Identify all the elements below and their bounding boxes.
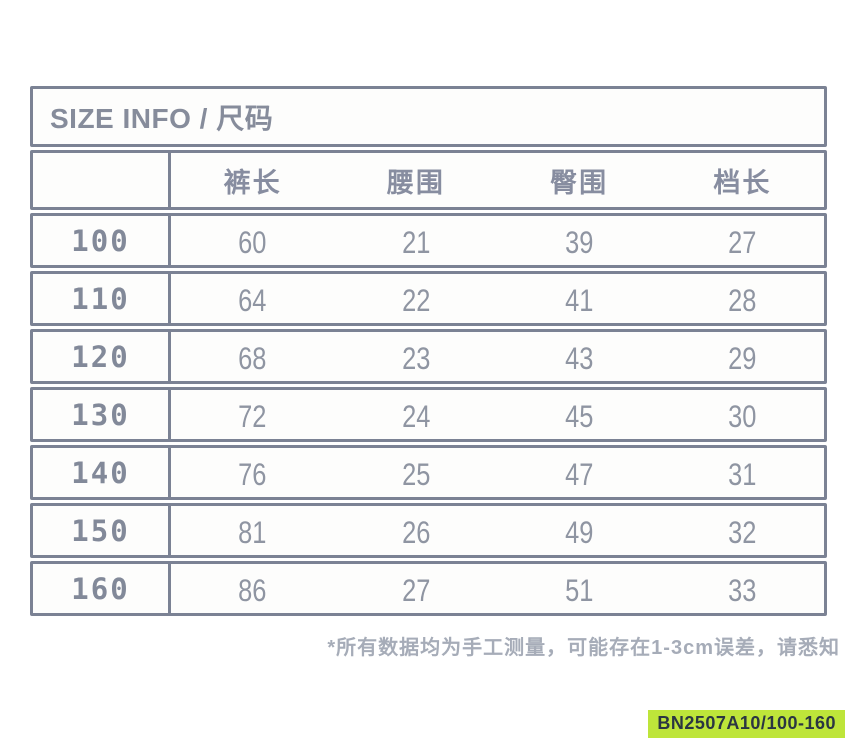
cell-value: 31 <box>728 456 757 492</box>
table-title-row: SIZE INFO / 尺码 <box>30 86 827 147</box>
size-label: 160 <box>71 571 130 606</box>
size-table: SIZE INFO / 尺码 裤长 腰围 臀围 档长 100 60 21 39 … <box>30 86 827 619</box>
cell-value: 24 <box>401 398 431 434</box>
product-code-badge: BN2507A10/100-160 <box>648 710 845 738</box>
cell-value: 25 <box>401 456 431 492</box>
cell-value: 32 <box>728 514 757 550</box>
cell-value: 30 <box>728 398 757 434</box>
page-title: SIZE INFO / 尺码 <box>50 102 274 134</box>
cell-value: 72 <box>238 398 267 434</box>
size-label: 130 <box>71 397 130 432</box>
cell-value: 22 <box>401 282 431 318</box>
table-row: 160 86 27 51 33 <box>30 561 827 616</box>
size-label: 120 <box>71 339 130 374</box>
cell-value: 51 <box>564 572 594 608</box>
cell-value: 49 <box>564 514 594 550</box>
table-row: 120 68 23 43 29 <box>30 329 827 384</box>
column-header-waist: 腰围 <box>386 167 445 198</box>
header-columns: 裤长 腰围 臀围 档长 <box>171 153 824 207</box>
cell-value: 27 <box>401 572 431 608</box>
size-label: 100 <box>71 223 130 258</box>
cell-value: 86 <box>238 572 267 608</box>
table-row: 100 60 21 39 27 <box>30 213 827 268</box>
size-label: 150 <box>71 513 130 548</box>
cell-value: 81 <box>238 514 267 550</box>
cell-value: 60 <box>238 224 267 260</box>
table-row: 110 64 22 41 28 <box>30 271 827 326</box>
table-row: 130 72 24 45 30 <box>30 387 827 442</box>
column-header-pant-length: 裤长 <box>223 167 282 198</box>
cell-value: 26 <box>401 514 431 550</box>
cell-value: 33 <box>728 572 757 608</box>
table-header-row: 裤长 腰围 臀围 档长 <box>30 150 827 210</box>
cell-value: 28 <box>728 282 757 318</box>
header-size-cell <box>33 153 171 207</box>
cell-value: 29 <box>728 340 757 376</box>
size-label: 110 <box>71 281 130 316</box>
cell-value: 21 <box>401 224 431 260</box>
cell-value: 64 <box>238 282 267 318</box>
measurement-disclaimer: *所有数据均为手工测量，可能存在1-3cm误差，请悉知 <box>327 637 840 659</box>
cell-value: 45 <box>564 398 594 434</box>
column-header-crotch-length: 档长 <box>713 167 772 198</box>
cell-value: 41 <box>564 282 594 318</box>
cell-value: 43 <box>564 340 594 376</box>
table-row: 150 81 26 49 32 <box>30 503 827 558</box>
cell-value: 39 <box>564 224 594 260</box>
cell-value: 47 <box>564 456 594 492</box>
size-label: 140 <box>71 455 130 490</box>
column-header-hip: 臀围 <box>550 167 609 198</box>
cell-value: 76 <box>238 456 267 492</box>
table-row: 140 76 25 47 31 <box>30 445 827 500</box>
cell-value: 27 <box>728 224 757 260</box>
cell-value: 68 <box>238 340 267 376</box>
cell-value: 23 <box>401 340 431 376</box>
